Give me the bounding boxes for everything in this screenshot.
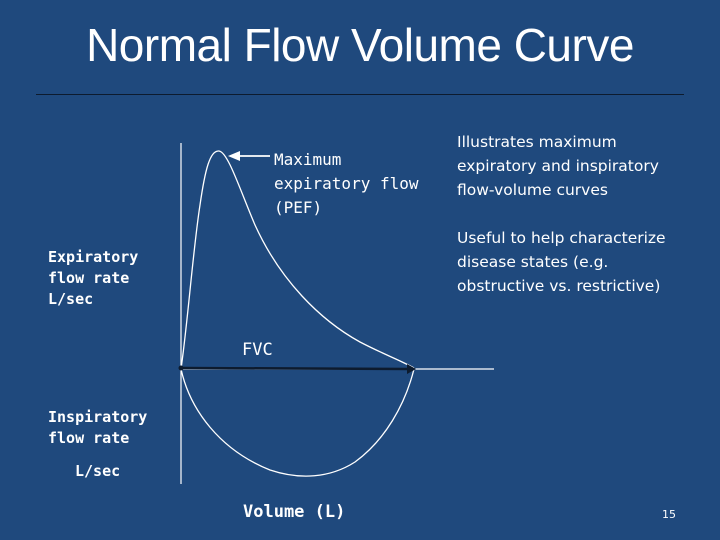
expiratory-curve: [180, 150, 415, 370]
fvc-start-point: [178, 365, 184, 371]
volume-axis-label: Volume (L): [243, 502, 346, 522]
inspiratory-curve: [180, 368, 415, 477]
bullet-text-1: Illustrates maximum expiratory and inspi…: [457, 133, 659, 199]
inspiratory-unit-label: L/sec: [75, 462, 121, 480]
fvc-arrow: [182, 366, 413, 371]
page-number: 15: [662, 508, 676, 521]
expiratory-axis-label: Expiratory flow rate L/sec: [48, 248, 139, 308]
inspiratory-axis-label: Inspiratory flow rate: [48, 408, 148, 447]
bullet-text-2: Useful to help characterize disease stat…: [457, 229, 666, 295]
title-divider: [36, 94, 684, 95]
fvc-arrowhead: [407, 364, 416, 374]
fvc-label: FVC: [242, 340, 273, 360]
pef-label: Maximum expiratory flow (PEF): [274, 150, 419, 217]
pef-arrowhead: [228, 151, 240, 161]
slide-title: Normal Flow Volume Curve: [86, 19, 634, 71]
